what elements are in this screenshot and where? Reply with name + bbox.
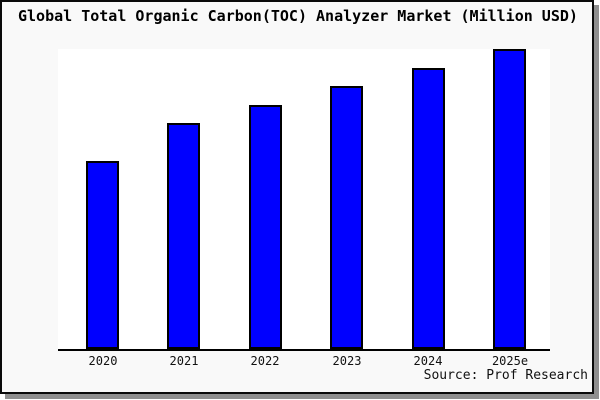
source-credit: Source: Prof Research (423, 368, 588, 383)
chart-window: Global Total Organic Carbon(TOC) Analyze… (0, 0, 594, 394)
x-tick-label: 2022 (250, 354, 280, 368)
bar (167, 123, 200, 349)
x-tick-label: 2025e (491, 354, 529, 368)
x-tick-label: 2021 (169, 354, 199, 368)
x-tick-label: 2023 (332, 354, 362, 368)
bar (493, 49, 526, 349)
x-tick-label: 2024 (413, 354, 443, 368)
bar (412, 68, 445, 349)
x-axis-labels: 2020 2021 2022 2023 2024 2025e (58, 354, 550, 370)
bar (249, 105, 282, 349)
bar (86, 161, 119, 349)
bar (330, 86, 363, 349)
chart-title: Global Total Organic Carbon(TOC) Analyze… (18, 7, 578, 25)
x-tick-label: 2020 (88, 354, 118, 368)
plot-area (58, 49, 550, 351)
